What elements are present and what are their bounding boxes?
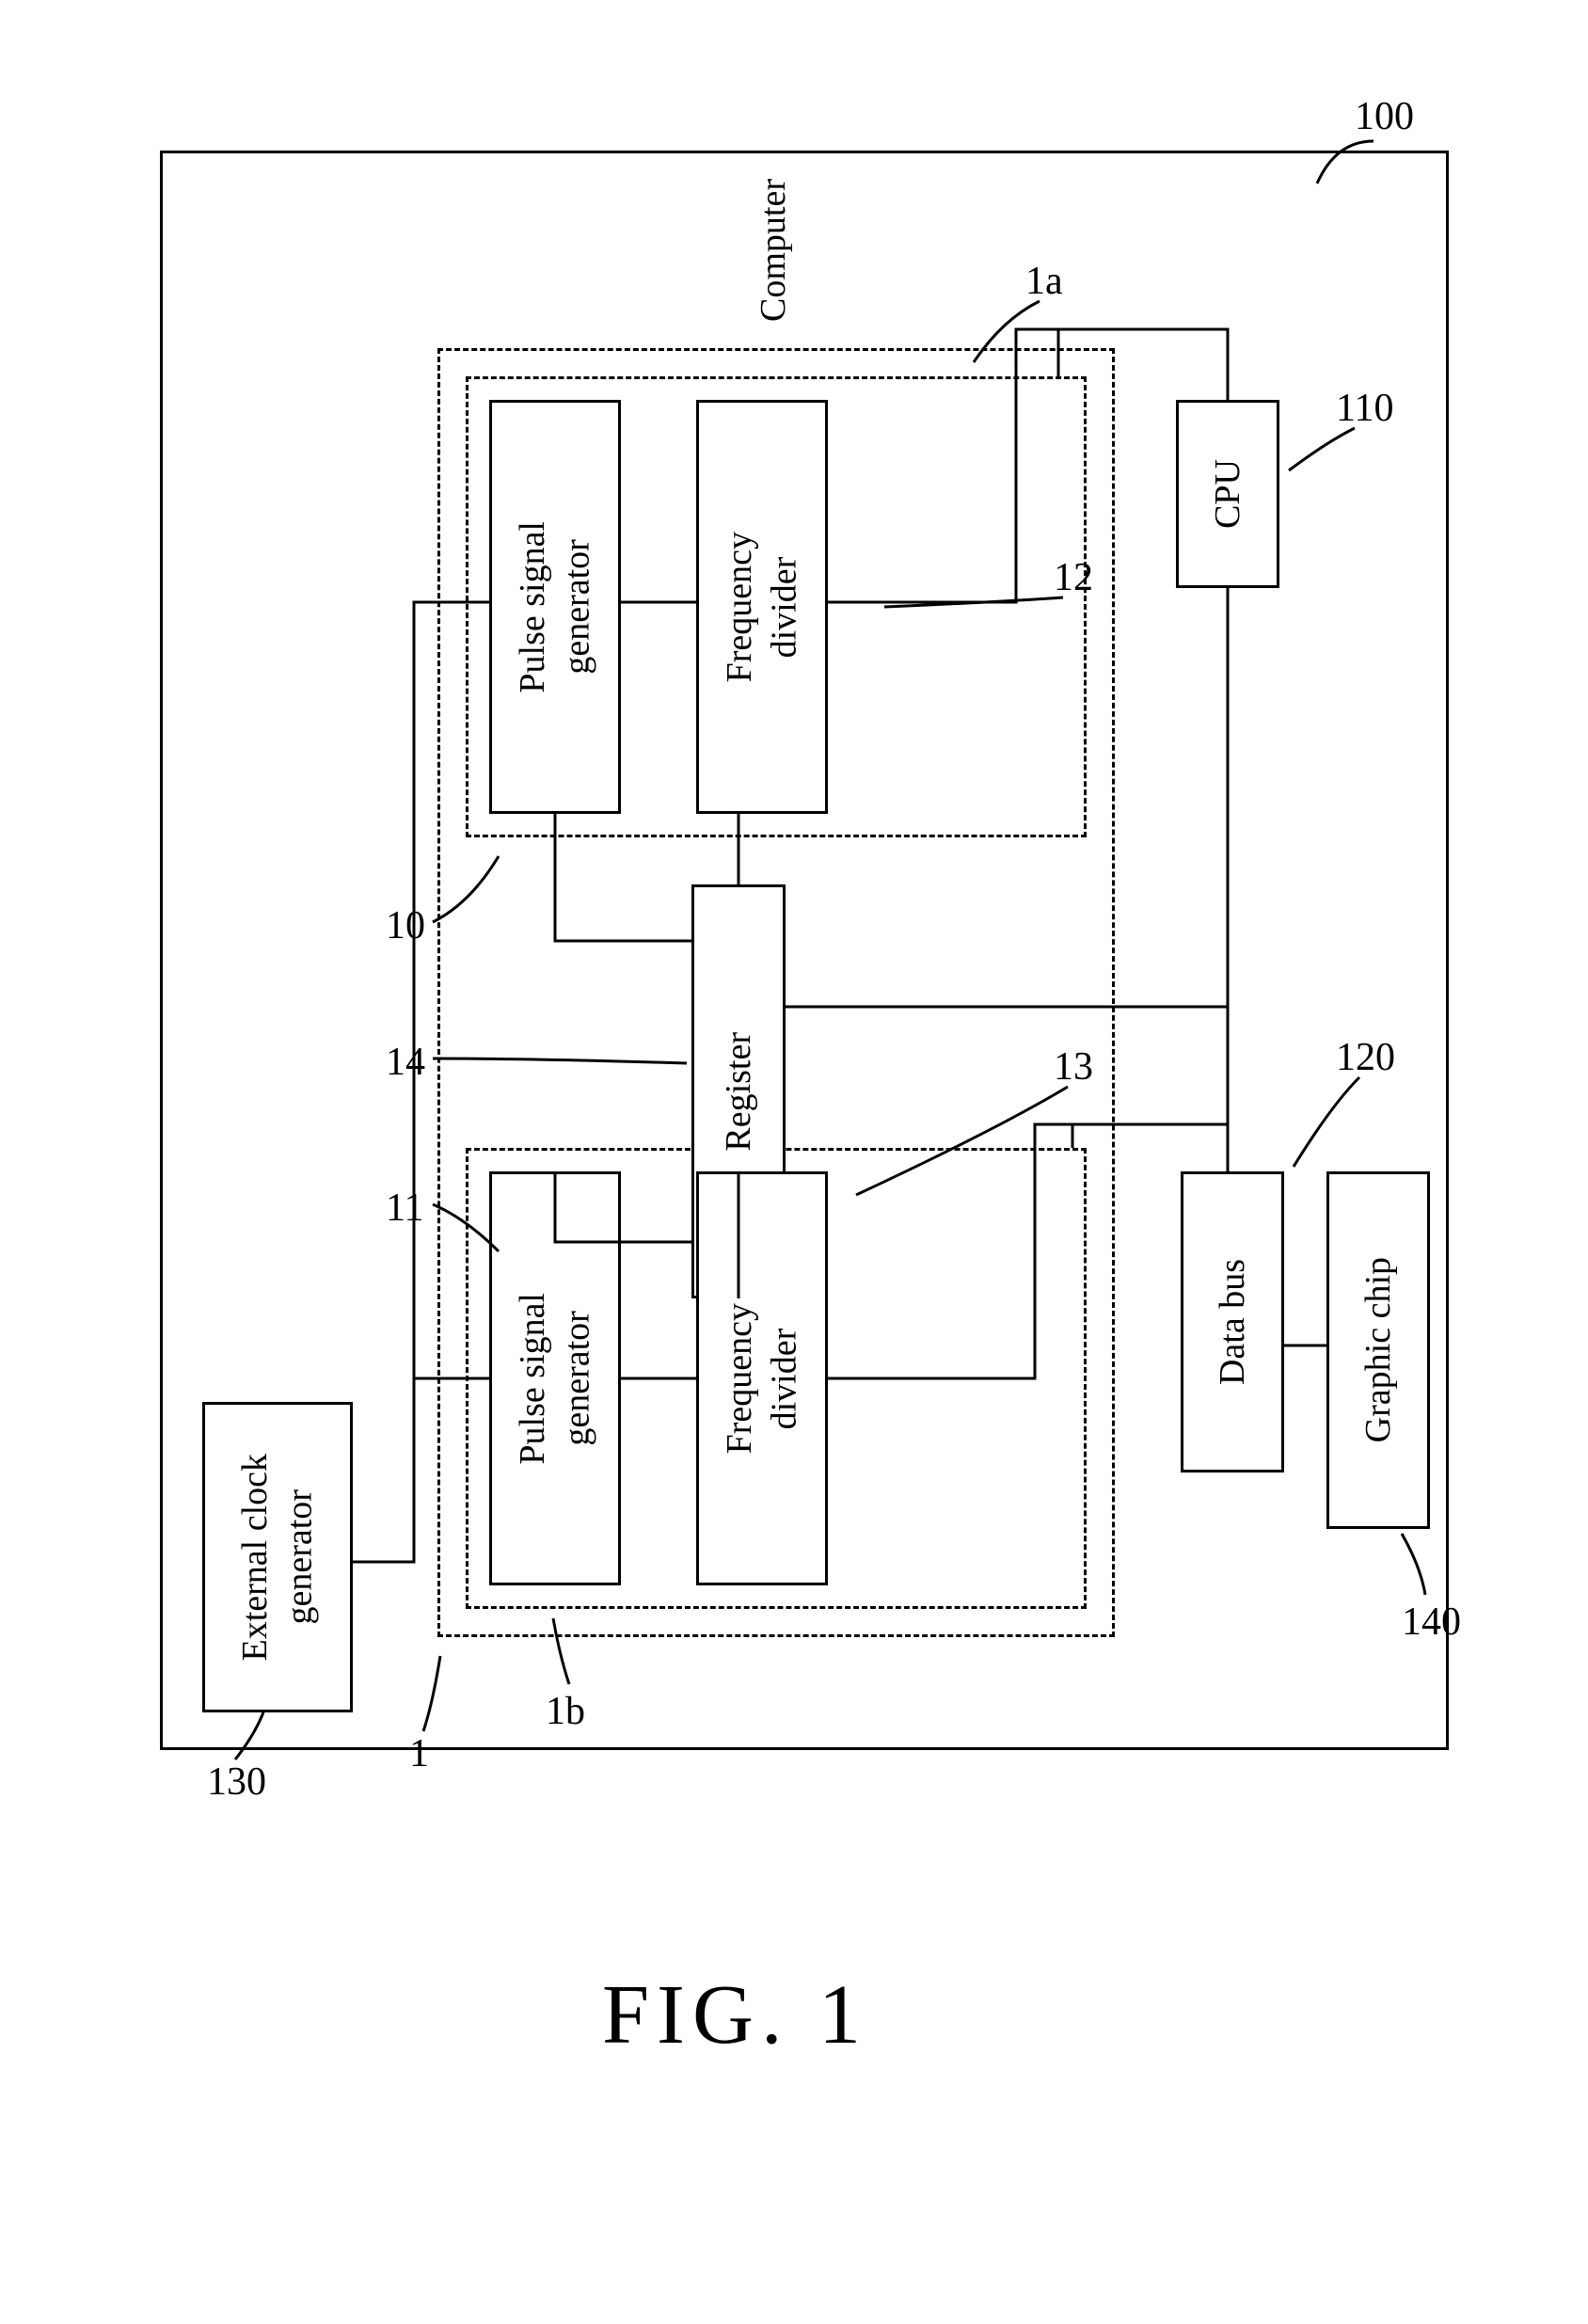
ref-13: 13 xyxy=(1054,1044,1093,1090)
ref-100: 100 xyxy=(1355,94,1414,139)
figure-label: FIG. 1 xyxy=(602,1966,868,2063)
computer-label: Computer xyxy=(753,179,794,322)
fd1-l1: Frequency xyxy=(720,532,759,682)
ref-12: 12 xyxy=(1054,555,1093,600)
fd2-l2: divider xyxy=(764,1328,803,1429)
ref-14: 14 xyxy=(386,1040,425,1085)
diagram-canvas: Computer External clock generator Pulse … xyxy=(38,38,1550,2286)
psg2-l1: Pulse signal xyxy=(513,1293,552,1465)
psg1-l1: Pulse signal xyxy=(513,521,552,693)
fd2-l1: Frequency xyxy=(720,1303,759,1454)
ref-130: 130 xyxy=(207,1759,266,1805)
external-clock-box: External clock generator xyxy=(202,1402,353,1712)
ref-140: 140 xyxy=(1402,1600,1461,1645)
psg1-l2: generator xyxy=(557,539,596,674)
ref-10: 10 xyxy=(386,903,425,948)
ref-120: 120 xyxy=(1336,1035,1395,1080)
fd1-l2: divider xyxy=(764,556,803,658)
ref-1a: 1a xyxy=(1025,259,1063,304)
databus-box: Data bus xyxy=(1181,1171,1284,1472)
databus-label: Data bus xyxy=(1212,1259,1253,1385)
ref-110: 110 xyxy=(1336,386,1393,431)
psg2-box: Pulse signal generator xyxy=(489,1171,621,1585)
psg2-l2: generator xyxy=(557,1311,596,1445)
ref-1b: 1b xyxy=(546,1689,585,1734)
psg1-box: Pulse signal generator xyxy=(489,400,621,814)
ref-11: 11 xyxy=(386,1186,423,1231)
ext-clock-l1: External clock xyxy=(235,1454,275,1662)
register-label: Register xyxy=(718,1032,759,1152)
graphic-label: Graphic chip xyxy=(1358,1257,1399,1442)
fd1-box: Frequency divider xyxy=(696,400,828,814)
fd2-box: Frequency divider xyxy=(696,1171,828,1585)
cpu-label: CPU xyxy=(1207,459,1248,529)
graphic-box: Graphic chip xyxy=(1326,1171,1430,1529)
cpu-box: CPU xyxy=(1176,400,1279,588)
ref-1: 1 xyxy=(409,1731,429,1776)
ext-clock-l2: generator xyxy=(279,1489,319,1624)
